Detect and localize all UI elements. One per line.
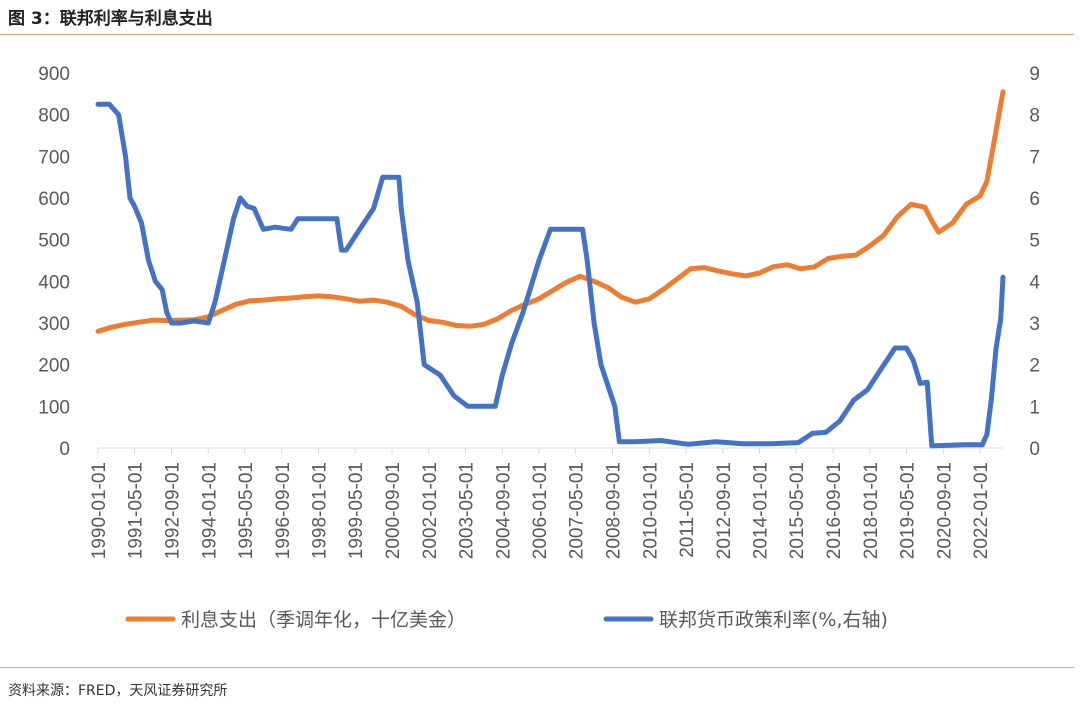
right-axis-tick-4: 4	[1029, 272, 1040, 293]
x-tick-label-0: 1990-01-01	[89, 462, 110, 559]
legend: 利息支出（季调年化，十亿美金） 联邦货币政策利率(%,右轴)	[125, 609, 888, 631]
line-chart: 1990-01-01 1991-05-01 1992-09-01 1994-01-01…	[38, 64, 1040, 631]
series-line-fed-funds-rate	[95, 101, 1006, 449]
x-tick-label-23: 2020-09-01	[934, 462, 955, 559]
right-axis-tick-0: 0	[1029, 439, 1040, 460]
x-tick-label-4: 1995-05-01	[236, 462, 257, 559]
source-note: 资料来源：FRED，天风证券研究所	[8, 683, 228, 699]
left-axis-tick-9: 900	[38, 64, 70, 85]
x-tick-label-7: 1999-05-01	[346, 462, 367, 559]
x-tick-label-20: 2016-09-01	[824, 462, 845, 559]
right-axis-tick-6: 6	[1029, 189, 1040, 210]
x-tick-label-13: 2007-05-01	[567, 462, 588, 559]
right-axis-ticks: 0 1 2 3 4 5 6 7 8 9	[1029, 64, 1040, 460]
x-tick-label-12: 2006-01-01	[530, 462, 551, 559]
left-axis-tick-2: 200	[38, 356, 70, 377]
x-tick-label-24: 2022-01-01	[971, 462, 992, 559]
x-axis-ticks: 1990-01-01 1991-05-01 1992-09-01 1994-01-01…	[89, 448, 992, 559]
right-axis-tick-9: 9	[1029, 64, 1040, 85]
series-lines	[95, 89, 1006, 449]
x-tick-label-21: 2018-01-01	[861, 462, 882, 559]
x-tick-label-1: 1991-05-01	[126, 462, 147, 559]
x-tick-label-18: 2014-01-01	[751, 462, 772, 559]
x-tick-label-9: 2002-01-01	[420, 462, 441, 559]
right-axis-tick-7: 7	[1029, 147, 1040, 168]
right-axis-tick-2: 2	[1029, 356, 1040, 377]
left-axis-tick-8: 800	[38, 106, 70, 127]
right-axis-tick-8: 8	[1029, 106, 1040, 127]
x-tick-label-8: 2000-09-01	[383, 462, 404, 559]
left-axis-tick-4: 400	[38, 272, 70, 293]
bottom-divider	[0, 667, 1074, 668]
x-tick-label-3: 1994-01-01	[199, 462, 220, 559]
x-tick-label-22: 2019-05-01	[897, 462, 918, 559]
right-axis-tick-5: 5	[1029, 231, 1040, 252]
left-axis-tick-5: 500	[38, 231, 70, 252]
right-axis-tick-3: 3	[1029, 314, 1040, 335]
legend-label-1: 联邦货币政策利率(%,右轴)	[659, 609, 888, 631]
left-axis-tick-7: 700	[38, 147, 70, 168]
x-tick-label-15: 2010-01-01	[640, 462, 661, 559]
left-axis-tick-1: 100	[38, 397, 70, 418]
x-tick-label-17: 2012-09-01	[714, 462, 735, 559]
x-tick-label-16: 2011-05-01	[677, 462, 698, 558]
x-tick-label-11: 2004-09-01	[493, 462, 514, 559]
x-tick-label-14: 2008-09-01	[604, 462, 625, 559]
left-axis-tick-6: 600	[38, 189, 70, 210]
chart-title: 图 3：联邦利率与利息支出	[8, 9, 213, 29]
left-axis-ticks: 0 100 200 300 400 500 600 700 800 900	[38, 64, 70, 460]
x-tick-label-2: 1992-09-01	[163, 462, 184, 559]
legend-label-0: 利息支出（季调年化，十亿美金）	[181, 609, 466, 631]
left-axis-tick-0: 0	[59, 439, 70, 460]
x-tick-label-5: 1996-09-01	[273, 462, 294, 559]
x-tick-label-10: 2003-05-01	[456, 462, 477, 559]
x-tick-label-6: 1998-01-01	[310, 462, 331, 559]
top-divider	[0, 34, 1074, 35]
x-tick-label-19: 2015-05-01	[787, 462, 808, 559]
series-line-interest-outlays	[95, 89, 1006, 334]
right-axis-tick-1: 1	[1029, 397, 1040, 418]
left-axis-tick-3: 300	[38, 314, 70, 335]
